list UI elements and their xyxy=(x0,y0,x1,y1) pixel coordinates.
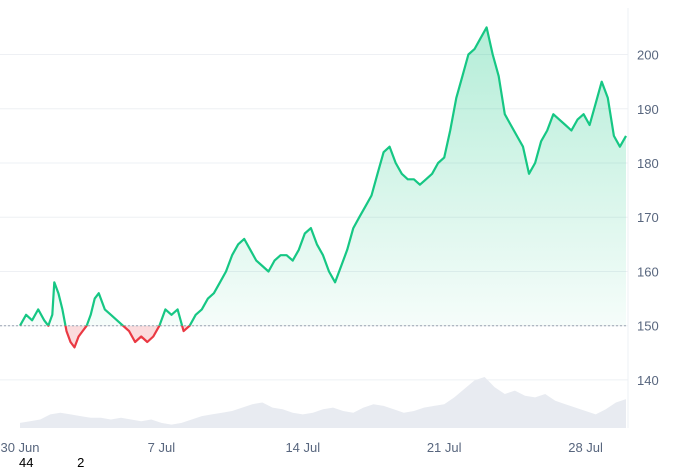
negative-area xyxy=(20,325,626,348)
price-line xyxy=(19,26,627,349)
y-tick-label: 190 xyxy=(637,102,659,117)
footer-value-a: 44 xyxy=(19,455,34,470)
positive-area xyxy=(20,27,626,326)
volume-area-shape xyxy=(20,377,626,428)
y-tick-label: 180 xyxy=(637,156,659,171)
y-axis: 140 150 160 170 180 190 200 xyxy=(637,48,659,388)
y-tick-label: 150 xyxy=(637,319,659,334)
positive-line xyxy=(19,26,627,326)
x-tick-label: 30 Jun xyxy=(0,440,39,455)
footer-value-b: 2 xyxy=(77,455,85,470)
x-tick-label: 21 Jul xyxy=(427,440,462,455)
x-tick-label: 28 Jul xyxy=(568,440,603,455)
price-area xyxy=(20,27,626,348)
footer-values: 44 2 xyxy=(19,455,124,470)
x-axis: 30 Jun 7 Jul 14 Jul 21 Jul 28 Jul xyxy=(0,440,603,455)
y-tick-label: 170 xyxy=(637,210,659,225)
y-tick-label: 160 xyxy=(637,264,659,279)
y-tick-label: 140 xyxy=(637,373,659,388)
x-tick-label: 14 Jul xyxy=(285,440,320,455)
y-tick-label: 200 xyxy=(637,48,659,63)
x-tick-label: 7 Jul xyxy=(148,440,176,455)
volume-area xyxy=(20,377,626,428)
